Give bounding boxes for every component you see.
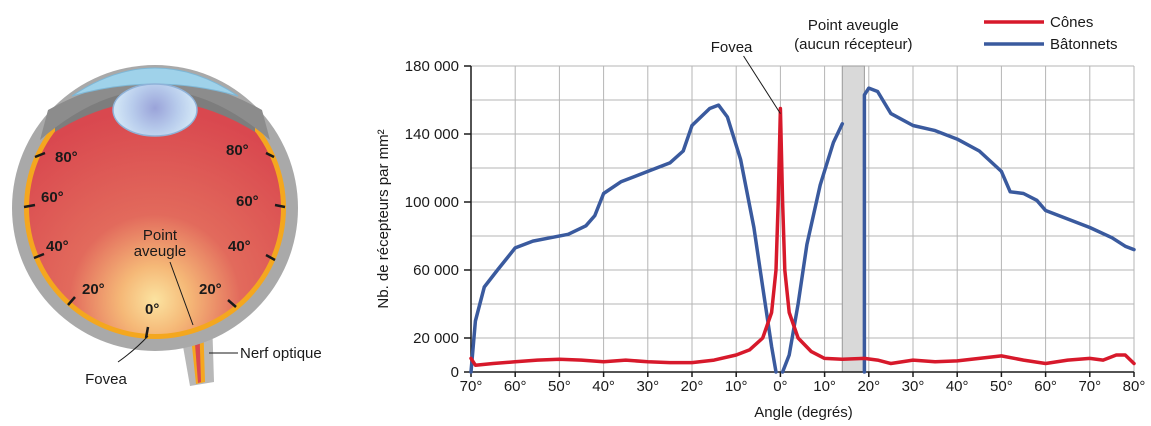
eye-interior (29, 82, 281, 334)
x-tick-label: 60° (504, 378, 527, 395)
x-tick-label: 10° (725, 378, 748, 395)
angle-label-right-80: 80° (226, 142, 249, 159)
y-tick-label: 60 000 (413, 262, 459, 279)
x-tick-label: 20° (681, 378, 704, 395)
blind-spot-band (841, 65, 865, 373)
series-line-cones (469, 106, 1136, 367)
angle-label-left-40: 40° (46, 238, 69, 255)
series-line-rods (862, 86, 1136, 374)
angle-label-left-60: 60° (41, 189, 64, 206)
y-tick-label: 0 (451, 364, 459, 381)
angle-label-center-0: 0° (145, 301, 159, 318)
lens (112, 83, 198, 137)
y-tick-label: 180 000 (405, 58, 459, 75)
blind-spot-pointer (169, 261, 194, 326)
legend-label-rods: Bâtonnets (1050, 36, 1118, 53)
blind-spot-label-line2: aveugle (134, 243, 187, 260)
x-tick-label: 50° (990, 378, 1013, 395)
x-tick-label: 50° (548, 378, 571, 395)
x-tick-label: 40° (946, 378, 969, 395)
x-tick-label: 60° (1034, 378, 1057, 395)
x-tick-label: 0° (773, 378, 787, 395)
receptor-density-chart: 0 20 000 60 000 100 000 140 000 180 000 70° 60… (375, 14, 1146, 421)
x-axis-label: Angle (degrés) (754, 404, 852, 421)
cornea (71, 67, 239, 97)
eye-diagram: 80° 60° 40° 20° 80° 60° 40° 20° 0° Point… (12, 65, 322, 388)
angle-label-left-20: 20° (82, 281, 105, 298)
angle-label-right-40: 40° (228, 238, 251, 255)
blind-spot-annotation-line2: (aucun récepteur) (794, 36, 912, 53)
x-tick-label: 40° (592, 378, 615, 395)
optic-nerve-label: Nerf optique (240, 345, 322, 362)
angle-label-right-20: 20° (199, 281, 222, 298)
chart-series (469, 86, 1136, 374)
x-tick-label: 70° (1078, 378, 1101, 395)
x-tick-label: 70° (460, 378, 483, 395)
fovea-annotation: Fovea (711, 39, 753, 56)
y-tick-label: 100 000 (405, 194, 459, 211)
x-tick-label: 30° (636, 378, 659, 395)
x-tick-label: 10° (813, 378, 836, 395)
y-tick-label: 140 000 (405, 126, 459, 143)
blind-spot-annotation-line1: Point aveugle (808, 17, 899, 34)
x-tick-labels: 70° 60° 50° 40° 30° 20° 10° 0° 10° 20° 30° 40° 50° 60… (460, 378, 1146, 395)
fovea-annotation-pointer (743, 55, 781, 114)
x-tick-label: 80° (1123, 378, 1146, 395)
y-tick-labels: 0 20 000 60 000 100 000 140 000 180 000 (405, 58, 459, 381)
fovea-pointer (117, 335, 149, 363)
y-axis-label: Nb. de récepteurs par mm² (375, 129, 392, 308)
fovea-label: Fovea (85, 371, 127, 388)
chart-axes (464, 65, 1135, 377)
chart-legend: Cônes Bâtonnets (984, 14, 1118, 53)
x-tick-label: 20° (857, 378, 880, 395)
angle-ticks (23, 151, 286, 339)
y-tick-label: 20 000 (413, 330, 459, 347)
chart-grid (471, 65, 1135, 372)
ciliary-region-bulk (40, 80, 270, 140)
x-tick-label: 30° (902, 378, 925, 395)
blind-spot-label-line1: Point (143, 227, 178, 244)
angle-label-right-60: 60° (236, 193, 259, 210)
legend-label-cones: Cônes (1050, 14, 1093, 31)
angle-label-left-80: 80° (55, 149, 78, 166)
series-line-rods (780, 122, 845, 374)
series-line-rods (469, 103, 778, 374)
